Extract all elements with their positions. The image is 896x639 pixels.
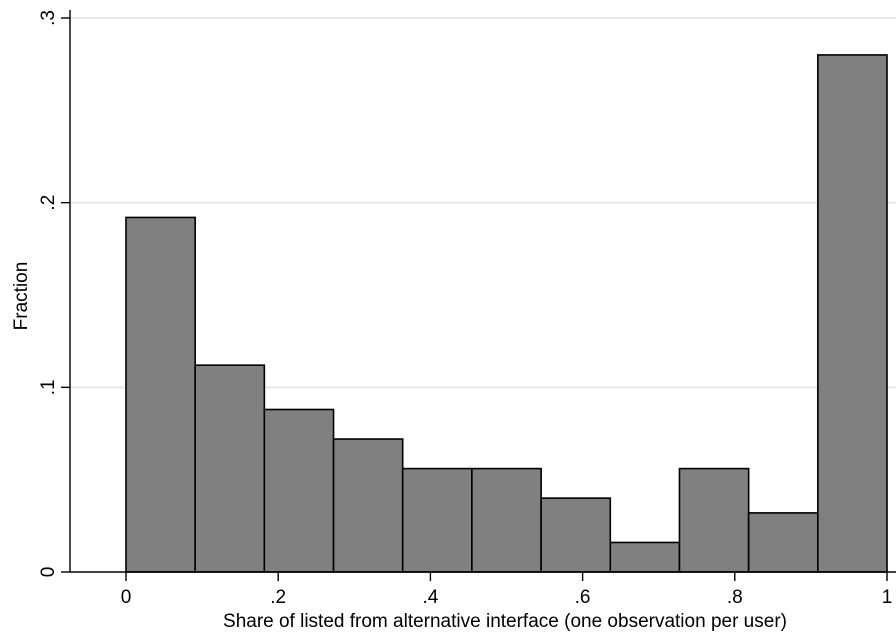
histogram-bar (401, 467, 473, 573)
x-tick-label: 1 (882, 587, 893, 608)
x-tick-label: .4 (422, 587, 438, 608)
histogram-bar (747, 512, 819, 573)
x-tick-label: .8 (727, 587, 743, 608)
x-axis-title: Share of listed from alternative interfa… (223, 611, 787, 632)
x-tick-label: .2 (270, 587, 286, 608)
y-tick-label: .3 (38, 10, 59, 26)
histogram-bar (125, 216, 196, 573)
histogram-bar (678, 467, 750, 573)
x-tick-label: 0 (121, 587, 132, 608)
histogram-bar (194, 364, 266, 573)
histogram-bar (817, 54, 888, 573)
histogram-bar (263, 408, 335, 573)
y-axis-ticks: 0 .1 .2 .3 (38, 10, 70, 577)
histogram-bar (332, 438, 404, 573)
histogram-bar (471, 467, 542, 573)
y-axis-title: Fraction (11, 262, 32, 331)
y-tick-label: .2 (38, 195, 59, 211)
x-axis-ticks: 0 .2 .4 .6 .8 1 (121, 572, 893, 608)
histogram-bar (609, 541, 681, 573)
x-tick-label: .6 (575, 587, 591, 608)
axes (69, 10, 896, 573)
y-tick-label: 0 (38, 567, 59, 578)
y-tick-label: .1 (38, 379, 59, 395)
histogram-bars (125, 54, 888, 573)
histogram-bar (540, 497, 612, 573)
